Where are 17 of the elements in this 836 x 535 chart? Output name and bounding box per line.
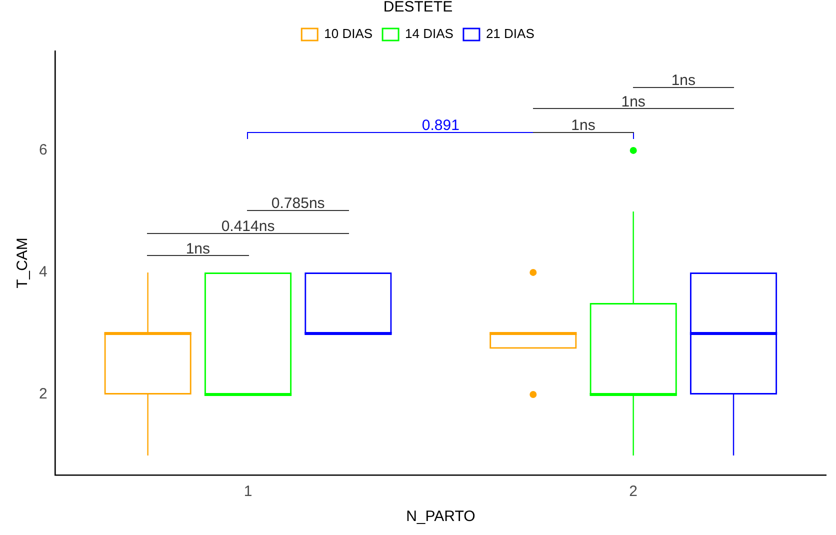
x-tick-label: 1 <box>244 483 252 500</box>
annotation: 0.414ns <box>221 218 275 236</box>
annotation: 0.785ns <box>271 194 325 212</box>
annotation: 0.891 <box>422 116 460 134</box>
annotation: 1ns <box>671 72 696 90</box>
y-tick-label: 6 <box>39 142 48 159</box>
y-tick-label: 4 <box>39 264 48 281</box>
annotation: 1ns <box>186 240 210 258</box>
legend-label: 14 DIAS <box>405 26 454 42</box>
annotation: 1ns <box>621 94 646 111</box>
x-axis-title: N_PARTO <box>406 508 476 526</box>
legend-label: 21 DIAS <box>486 26 535 42</box>
y-tick-label: 2 <box>39 386 48 403</box>
legend-label: 10 DIAS <box>324 26 373 42</box>
y-axis-title: T_CAM <box>14 238 32 288</box>
legend-title: DESTETE <box>383 0 453 16</box>
annotation: 1ns <box>571 116 596 134</box>
